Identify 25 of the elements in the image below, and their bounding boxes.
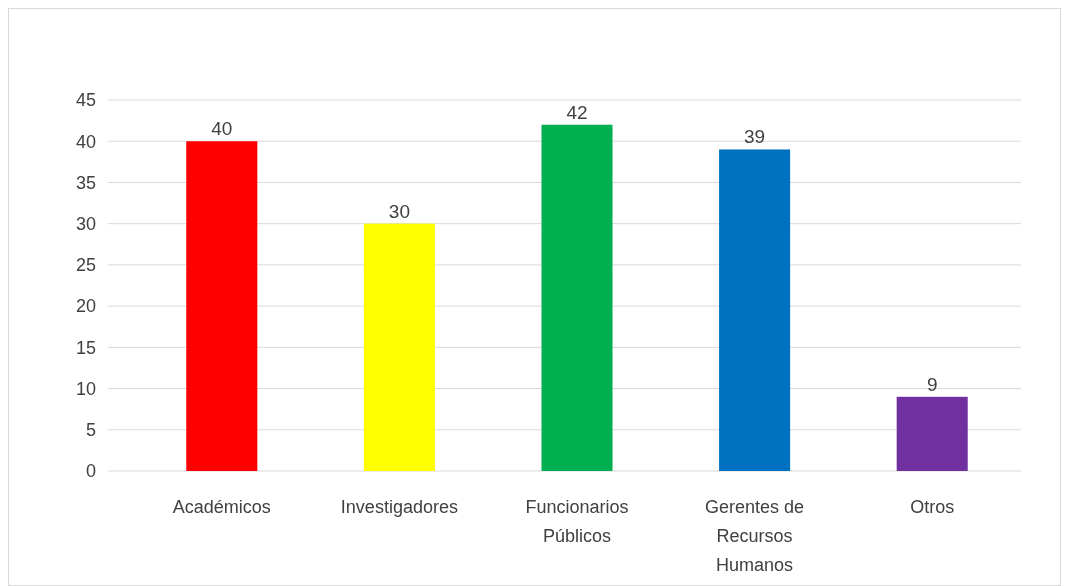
y-tick-label: 15 — [75, 337, 96, 358]
bar — [541, 124, 613, 471]
x-tick-label: Académicos — [172, 497, 271, 517]
data-label: 9 — [926, 373, 938, 395]
y-tick-label: 45 — [75, 90, 96, 111]
x-tick-label: Funcionarios Públicos — [525, 497, 629, 546]
y-tick-label: 20 — [75, 296, 96, 317]
y-tick-label: 25 — [75, 255, 96, 276]
y-tick-label: 30 — [75, 213, 96, 234]
y-tick-label: 40 — [75, 131, 96, 152]
data-label: 39 — [744, 126, 766, 148]
bar — [186, 141, 258, 471]
y-tick-label: 5 — [85, 420, 96, 441]
x-tick-label: Investigadores — [340, 497, 458, 517]
y-tick-label: 35 — [75, 172, 96, 193]
y-tick-label: 0 — [85, 461, 96, 482]
x-tick-label: Otros — [910, 497, 955, 517]
data-label: 30 — [388, 200, 410, 222]
x-tick-label: Gerentes de Recursos Humanos — [705, 497, 805, 575]
bar — [719, 149, 791, 471]
data-label: 40 — [211, 118, 233, 140]
bar — [363, 223, 435, 471]
y-tick-label: 10 — [75, 378, 96, 399]
bar — [896, 396, 968, 471]
data-label: 42 — [566, 101, 588, 123]
